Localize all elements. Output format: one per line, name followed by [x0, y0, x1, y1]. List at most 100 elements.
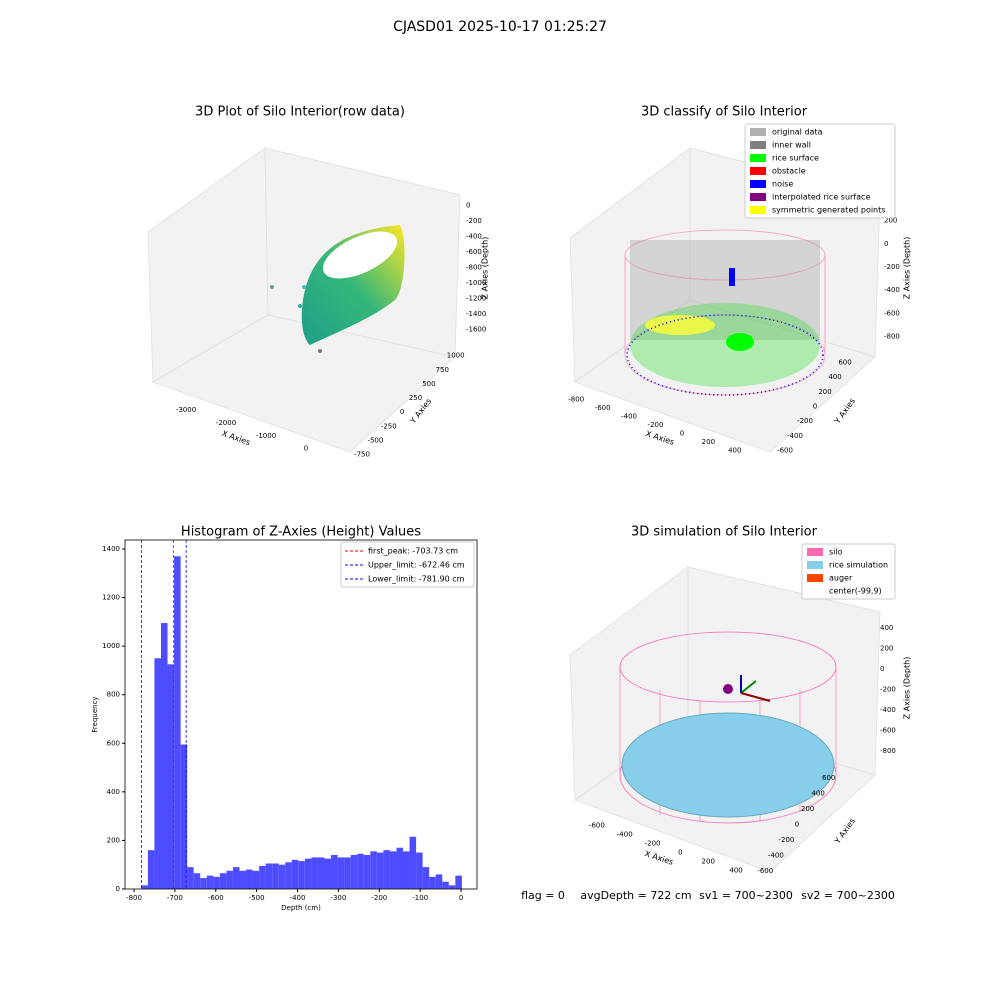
histogram-bar	[226, 870, 233, 889]
x-tick-label: 400	[729, 867, 742, 875]
z-tick-label: -1600	[466, 326, 486, 334]
z-tick-label: -600	[466, 248, 482, 256]
y-tick-label: 750	[436, 366, 449, 374]
x-tick-label: -500	[249, 894, 265, 902]
y-tick-label: 800	[107, 691, 120, 699]
y-tick-label: 1000	[447, 352, 465, 360]
footer-text: sv1 = 700~2300	[699, 889, 793, 902]
histogram-bar	[219, 873, 227, 889]
legend-swatch	[750, 154, 766, 162]
histogram-bar	[442, 881, 449, 889]
legend-label: original data	[772, 128, 823, 137]
x-tick-label: -2000	[216, 419, 236, 427]
z-tick-label: -1000	[466, 279, 486, 287]
y-tick-label: -200	[797, 417, 813, 425]
histogram-bar	[448, 885, 456, 889]
histogram-bar	[363, 854, 371, 889]
histogram-bar	[376, 852, 384, 889]
y-tick-label: -500	[367, 436, 383, 444]
legend-swatch	[750, 193, 766, 201]
y-tick-label: -400	[787, 432, 803, 440]
histogram-bar	[422, 867, 430, 889]
legend-swatch	[807, 548, 823, 556]
z-tick-label: 200	[884, 217, 897, 225]
histogram-bar	[396, 847, 404, 889]
histogram-bar	[370, 851, 377, 889]
y-tick-label: 1400	[102, 545, 120, 553]
histogram-bar	[416, 852, 423, 889]
histogram-bar	[304, 858, 312, 889]
histogram-bar	[403, 851, 410, 889]
z-tick-label: -600	[884, 309, 900, 317]
y-tick-label: -200	[778, 836, 794, 844]
y-tick-label: 600	[838, 358, 851, 366]
legend-label: silo	[829, 548, 843, 557]
z-tick-label: -600	[880, 726, 896, 734]
x-tick-label: -600	[595, 404, 611, 412]
histogram-bar	[193, 873, 201, 889]
x-axis-label: Depth (cm)	[281, 904, 321, 912]
x-tick-label: -1000	[256, 432, 276, 440]
histogram-bar	[187, 867, 194, 889]
legend-label: first_peak: -703.73 cm	[368, 547, 458, 556]
z-tick-label: -400	[880, 706, 896, 714]
x-tick-label: -400	[617, 831, 633, 839]
legend-label: symmetric generated points	[772, 206, 885, 215]
y-tick-label: -600	[757, 867, 773, 875]
figure-title: CJASD01 2025-10-17 01:25:27	[393, 19, 607, 35]
x-tick-label: -300	[330, 894, 346, 902]
x-tick-label: 200	[702, 438, 715, 446]
y-axis-label: Frequency	[91, 696, 99, 732]
y-tick-label: 600	[107, 739, 120, 747]
x-tick-label: -600	[208, 894, 224, 902]
y-tick-label: -750	[354, 451, 370, 459]
x-tick-label: -200	[371, 894, 387, 902]
histogram-bar	[357, 853, 364, 889]
z-tick-label: 0	[884, 240, 888, 248]
histogram-bar	[160, 623, 168, 889]
legend-swatch	[807, 561, 823, 569]
histogram-bar	[206, 875, 214, 889]
z-tick-label: 0	[880, 665, 884, 673]
y-tick-label: 400	[107, 788, 120, 796]
chart-title: 3D Plot of Silo Interior(row data)	[195, 105, 405, 120]
x-tick-label: -3000	[176, 406, 196, 414]
histogram-bar	[331, 854, 338, 889]
histogram-bar	[435, 874, 443, 889]
y-tick-label: -250	[381, 422, 397, 430]
x-tick-label: -200	[645, 840, 661, 848]
histogram-bar	[455, 875, 462, 889]
y-tick-label: -400	[768, 852, 784, 860]
histogram-bar	[167, 664, 175, 889]
x-tick-label: -400	[290, 894, 306, 902]
footer-text: flag = 0	[521, 889, 565, 902]
x-tick-label: 0	[459, 894, 463, 902]
legend-box	[801, 543, 896, 600]
x-tick-label: -600	[589, 822, 605, 830]
legend-swatch	[750, 167, 766, 175]
histogram-bar	[232, 867, 240, 889]
y-tick-label: 200	[818, 388, 831, 396]
x-tick-label: 0	[304, 445, 308, 453]
y-tick-label: 0	[116, 885, 120, 893]
z-tick-label: -400	[884, 286, 900, 294]
z-axis-label: Z Axies (Depth)	[903, 237, 912, 300]
histogram-bar	[141, 885, 148, 889]
z-tick-label: 0	[466, 202, 470, 210]
histogram-bar	[429, 876, 436, 889]
y-tick-label: 0	[795, 821, 799, 829]
legend-swatch	[750, 180, 766, 188]
histogram-bar	[174, 556, 181, 889]
x-tick-label: -200	[648, 421, 664, 429]
legend-label: rice surface	[772, 154, 819, 163]
y-tick-label: -600	[777, 447, 793, 455]
z-tick-label: -200	[880, 686, 896, 694]
histogram-bar	[389, 851, 397, 889]
histogram-bar	[409, 836, 417, 889]
histogram-bar	[259, 865, 266, 889]
footer-text: sv2 = 700~2300	[801, 889, 895, 902]
z-tick-label: -1400	[466, 310, 486, 318]
z-axis-label: Z Axies (Depth)	[903, 657, 912, 720]
y-tick-label: 200	[107, 836, 120, 844]
